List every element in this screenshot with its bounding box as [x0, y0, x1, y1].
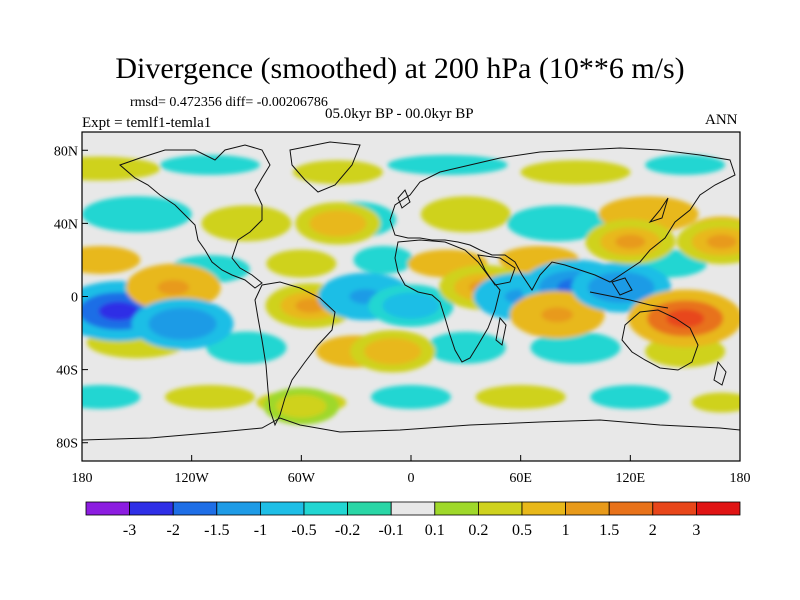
- field-band-23: [425, 331, 506, 364]
- colorbar-label: 3: [692, 522, 700, 539]
- field-band-13: [82, 245, 141, 274]
- colorbar-label: -1: [254, 522, 267, 539]
- colorbar-swatch: [347, 501, 392, 516]
- field-band-3: [387, 154, 508, 175]
- lon-label: 180: [72, 471, 93, 486]
- field-peak-0: [98, 301, 139, 321]
- field-peak-1: [157, 279, 190, 295]
- lon-label: 0: [408, 471, 415, 486]
- field-peak-3: [295, 298, 326, 313]
- field-peak-2: [165, 315, 200, 332]
- coastline-antarctica: [82, 417, 740, 441]
- longitude-axis: 180 120W 60W 0 60E 120E 180: [72, 455, 751, 486]
- stats-text: rmsd= 0.472356 diff= -0.00206786: [130, 95, 328, 110]
- colorbar-swatch: [521, 501, 566, 516]
- field-band-24: [530, 331, 621, 364]
- coastline-south-america: [254, 281, 336, 427]
- colorbar-swatch: [129, 501, 174, 516]
- coastline-greenland: [289, 141, 361, 193]
- colorbar-swatch: [608, 501, 654, 516]
- field-band-21: [206, 331, 287, 364]
- colorbar-label: -2: [167, 522, 180, 539]
- field-peak-16: [378, 344, 407, 358]
- field-peak-9: [541, 307, 574, 323]
- lon-label: 180: [730, 471, 751, 486]
- colorbar-swatch: [652, 501, 697, 516]
- field-band-0: [82, 156, 161, 181]
- coastline-madagascar: [495, 316, 507, 346]
- colorbar-label: 0.5: [512, 522, 532, 539]
- coastline-indonesia: [589, 291, 669, 309]
- colorbar-swatch: [259, 501, 305, 516]
- colorbar-label: -0.2: [335, 522, 360, 539]
- field-band-32: [691, 392, 740, 413]
- field-band-31: [590, 385, 671, 410]
- lon-label: 60W: [288, 471, 316, 486]
- latitude-axis: 80N 40N 0 40S 80S: [54, 144, 88, 452]
- coastline-japan: [648, 197, 669, 224]
- colorbar-label: -0.5: [291, 522, 316, 539]
- coastline-uk: [397, 189, 411, 209]
- experiment-label: Expt = temlf1-temla1: [82, 115, 212, 131]
- colorbar-label: 2: [649, 522, 657, 539]
- coastline-new-zealand: [713, 360, 727, 386]
- field-peak-13: [706, 234, 737, 249]
- field-band-7: [201, 205, 292, 242]
- colorbar-label: -3: [123, 522, 136, 539]
- coastline-arabia: [477, 254, 516, 286]
- field-band-26: [82, 385, 141, 410]
- field-band-5: [645, 154, 726, 175]
- field-band-1: [159, 154, 260, 175]
- colorbar-swatch: [85, 501, 130, 516]
- field-band-30: [475, 385, 566, 410]
- coastline-north-america: [119, 144, 271, 289]
- coastline-australia: [621, 309, 699, 371]
- field-peak-11: [666, 309, 705, 328]
- field-peak-5: [396, 299, 426, 313]
- field-peak-15: [288, 400, 314, 412]
- coastline-borneo: [611, 277, 633, 296]
- period-text: 05.0kyr BP - 00.0kyr BP: [325, 106, 474, 122]
- field-peak-12: [615, 234, 646, 249]
- colorbar-label: 1.5: [599, 522, 619, 539]
- coastlines: [82, 141, 740, 441]
- plot-title: Divergence (smoothed) at 200 hPa (10**6 …: [115, 52, 685, 85]
- lat-label: 80N: [54, 144, 78, 159]
- lon-label: 60E: [509, 471, 532, 486]
- colorbar-swatch: [565, 501, 610, 516]
- field-band-15: [266, 249, 337, 278]
- field-band-6: [82, 196, 192, 233]
- colorbar-swatch: [303, 501, 348, 516]
- lat-label: 80S: [56, 437, 78, 452]
- colorbar: -3 -2 -1.5 -1 -0.5 -0.2 -0.1 0.1 0.2 0.5 1 1.5 2 3: [85, 501, 741, 539]
- colorbar-swatch: [696, 501, 741, 516]
- colorbar-swatch: [477, 501, 523, 516]
- field-band-4: [520, 160, 631, 185]
- field-band-29: [371, 385, 451, 410]
- field-band-2: [292, 160, 383, 185]
- lat-label: 0: [71, 291, 78, 306]
- colorbar-swatch: [172, 501, 218, 516]
- season-label: ANN: [705, 112, 738, 128]
- lat-label: 40S: [56, 364, 78, 379]
- colorbar-swatch: [434, 501, 479, 516]
- field-band-10: [507, 205, 608, 242]
- colorbar-swatch: [390, 501, 436, 516]
- colorbar-label: -1.5: [204, 522, 229, 539]
- colorbar-label: 1: [562, 522, 570, 539]
- field-band-16: [353, 245, 414, 274]
- coastline-africa: [394, 239, 501, 363]
- coastline-eurasia: [389, 147, 736, 291]
- lon-label: 120W: [175, 471, 210, 486]
- field-band-27: [164, 385, 255, 410]
- field-peak-14: [323, 216, 353, 230]
- colorbar-label: 0.1: [425, 522, 445, 539]
- colorbar-label: 0.2: [468, 522, 488, 539]
- field-band-9: [420, 196, 511, 233]
- colorbar-swatch: [216, 501, 261, 516]
- colorbar-label: -0.1: [379, 522, 404, 539]
- lat-label: 40N: [54, 217, 78, 232]
- lon-label: 120E: [616, 471, 646, 486]
